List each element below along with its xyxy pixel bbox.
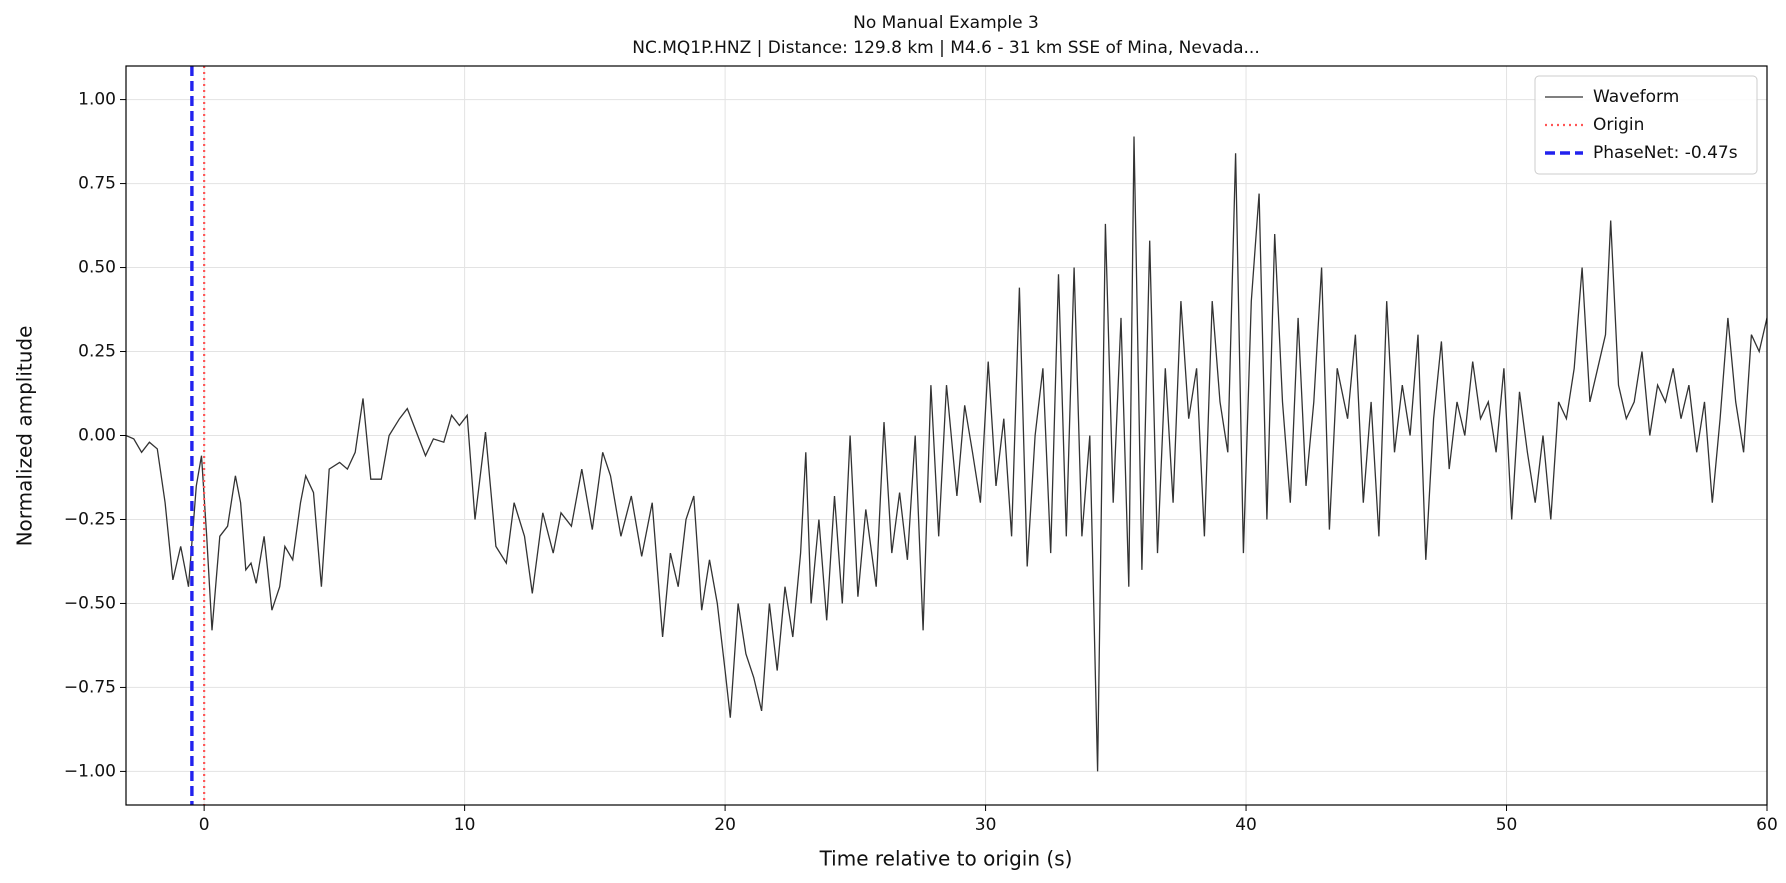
x-tick-label: 0 <box>199 815 210 835</box>
y-tick-label: 0.00 <box>78 426 116 446</box>
y-tick-label: 0.25 <box>78 342 116 362</box>
plot-frame <box>125 65 1768 806</box>
x-tick-label: 30 <box>975 815 997 835</box>
legend-label: Waveform <box>1593 87 1679 107</box>
y-tick-label: 0.75 <box>78 174 116 194</box>
y-axis-label: Normalized amplitude <box>13 326 37 547</box>
chart-subtitle: NC.MQ1P.HNZ | Distance: 129.8 km | M4.6 … <box>632 38 1260 58</box>
y-tick-label: −0.50 <box>64 593 116 613</box>
legend-label: PhaseNet: -0.47s <box>1593 143 1738 163</box>
x-axis-label: Time relative to origin (s) <box>819 847 1073 871</box>
x-tick-label: 10 <box>454 815 476 835</box>
x-tick-label: 60 <box>1756 815 1778 835</box>
legend-box <box>1534 75 1758 175</box>
x-tick-label: 40 <box>1235 815 1257 835</box>
chart-title: No Manual Example 3 <box>853 13 1039 33</box>
y-tick-label: 1.00 <box>78 90 116 110</box>
legend-label: Origin <box>1593 115 1644 135</box>
waveform-line <box>126 136 1767 772</box>
x-tick-label: 50 <box>1496 815 1518 835</box>
y-tick-label: −0.25 <box>64 509 116 529</box>
y-tick-label: −0.75 <box>64 677 116 697</box>
x-tick-label: 20 <box>714 815 736 835</box>
y-tick-label: 0.50 <box>78 258 116 278</box>
y-tick-label: −1.00 <box>64 761 116 781</box>
